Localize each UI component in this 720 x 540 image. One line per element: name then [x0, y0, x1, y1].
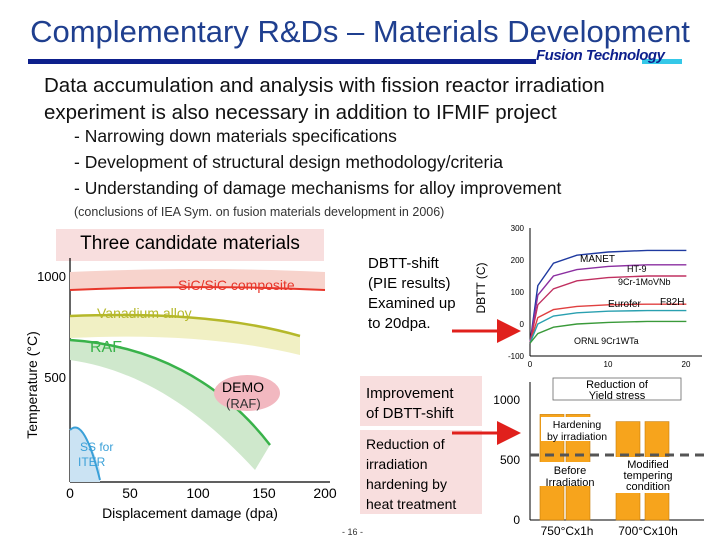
- ss-label-line2: ITER: [78, 455, 106, 469]
- hardening-annot-line-1: Hardening: [553, 419, 602, 431]
- dbtt-y-axis-label: DBTT (C): [474, 262, 488, 313]
- reduction-callout: Reduction of irradiation hardening by he…: [366, 434, 456, 514]
- dbtt-series-label-9cr: 9Cr-1MoVNb: [618, 277, 671, 287]
- ss-curve: [69, 426, 101, 481]
- dbtt-series-label-ht9: HT-9: [627, 264, 647, 274]
- improvement-callout-bg: [360, 376, 482, 426]
- left-x-tick-0: 0: [66, 485, 74, 501]
- bar-y-tick-0: 0: [513, 513, 520, 527]
- dbtt-callout: DBTT-shift (PIE results) Examined up to …: [368, 254, 456, 334]
- ss-band: [70, 427, 100, 482]
- bar-title-box: [552, 377, 682, 401]
- dbtt-y-tick-0: 0: [520, 320, 525, 329]
- reduction-line-3: hardening by: [366, 476, 447, 492]
- raf-label: RAF: [90, 339, 122, 356]
- dbtt-x-tick-0: 0: [528, 360, 533, 369]
- ss-label-line1: SS for: [80, 440, 113, 454]
- dbtt-series-line-2: [529, 264, 687, 344]
- dbtt-series-line-6: [529, 320, 687, 344]
- page-title: Complementary R&Ds – Materials Developme…: [30, 14, 690, 49]
- before-annot-line-1: Before: [554, 465, 586, 477]
- brand-logo-text: Fusion Technology: [536, 47, 665, 64]
- reduction-callout-bg: [360, 430, 482, 514]
- bar-y-tick-1000: 1000: [493, 393, 520, 407]
- bullet-item-3: - Understanding of damage mechanisms for…: [74, 178, 562, 198]
- hardening-annot-line-2: by irradiation: [547, 431, 607, 443]
- raf-band: [70, 340, 270, 470]
- demo-sub-label: (RAF): [226, 396, 261, 411]
- reduction-line-1: Reduction of: [366, 436, 445, 452]
- modified-annot-box: [608, 457, 688, 493]
- source-note: (conclusions of IEA Sym. on fusion mater…: [74, 205, 445, 219]
- modified-annot-line-3: condition: [626, 481, 670, 493]
- dbtt-y-tick-minus100: -100: [508, 352, 525, 361]
- dbtt-x-tick-20: 20: [682, 360, 691, 369]
- title-underline-accent: [642, 59, 682, 64]
- dbtt-y-tick-100: 100: [511, 288, 525, 297]
- left-y-tick-500: 500: [44, 370, 66, 385]
- bullet-item-1: - Narrowing down materials specification…: [74, 126, 397, 146]
- dbtt-series-label-ornl: ORNL 9Cr1WTa: [574, 336, 639, 346]
- bar-title-line-1: Reduction of: [586, 379, 649, 391]
- dbtt-series-group: [529, 249, 687, 344]
- page-number: - 16 -: [342, 527, 364, 537]
- improvement-line-2: of DBTT-shift: [366, 405, 454, 422]
- improvement-line-1: Improvement: [366, 385, 454, 402]
- left-x-tick-50: 50: [122, 485, 138, 501]
- dbtt-series-label-f82h: F82H: [660, 297, 684, 308]
- left-x-tick-200: 200: [313, 485, 337, 501]
- improvement-callout: Improvement of DBTT-shift: [366, 384, 454, 424]
- raf-curve: [69, 338, 271, 446]
- demo-label: DEMO: [222, 379, 264, 395]
- vanadium-label: Vanadium alloy: [97, 305, 192, 321]
- hardening-annot-box: [541, 417, 613, 441]
- demo-region: [214, 375, 280, 411]
- dbtt-series-label-manet: MANET: [580, 254, 615, 265]
- dbtt-series-label-eurofer: Eurofer: [608, 299, 641, 310]
- dbtt-series-line-4: [529, 303, 687, 344]
- bar-title-line-2: Yield stress: [589, 390, 646, 402]
- reduction-line-2: irradiation: [366, 456, 428, 472]
- bullet-item-2: - Development of structural design metho…: [74, 152, 503, 172]
- intro-line-1: Data accumulation and analysis with fiss…: [44, 74, 605, 97]
- modified-annot-line-1: Modified: [627, 459, 669, 471]
- left-x-axis-label: Displacement damage (dpa): [102, 505, 278, 521]
- intro-paragraph: Data accumulation and analysis with fiss…: [44, 72, 605, 126]
- sic-label: SiC/SiC composite: [178, 277, 295, 293]
- bar-category-label-1: 750°Cx1h: [541, 524, 594, 538]
- left-y-tick-1000: 1000: [37, 269, 66, 284]
- dbtt-y-tick-300: 300: [511, 224, 525, 233]
- candidates-label-box: [56, 229, 324, 261]
- dbtt-series-line-5: [529, 309, 687, 344]
- before-annot-box: [537, 462, 603, 486]
- candidates-label: Three candidate materials: [80, 233, 300, 254]
- before-annot-line-2: Irradiation: [546, 477, 595, 489]
- bar-y-tick-500: 500: [500, 453, 520, 467]
- dbtt-series-line-1: [529, 249, 687, 344]
- dbtt-y-tick-200: 200: [511, 256, 525, 265]
- sic-curve: [69, 286, 326, 291]
- bar-category-label-2: 700°Cx10h: [618, 524, 678, 538]
- vanadium-curve: [69, 313, 301, 338]
- dbtt-x-tick-10: 10: [604, 360, 613, 369]
- intro-line-2: experiment is also necessary in addition…: [44, 101, 557, 124]
- dbtt-callout-line-3: Examined up: [368, 295, 456, 312]
- sic-band: [70, 269, 325, 290]
- title-underline: [28, 59, 536, 64]
- dbtt-callout-line-1: DBTT-shift: [368, 255, 439, 272]
- dbtt-callout-line-4: to 20dpa.: [368, 315, 431, 332]
- left-x-tick-100: 100: [186, 485, 210, 501]
- reduction-line-4: heat treatment: [366, 496, 457, 512]
- dbtt-series-line-3: [529, 275, 687, 344]
- dbtt-callout-line-2: (PIE results): [368, 275, 451, 292]
- modified-annot-line-2: tempering: [624, 470, 673, 482]
- left-y-axis-label: Temperature (°C): [24, 331, 40, 439]
- left-x-tick-150: 150: [252, 485, 276, 501]
